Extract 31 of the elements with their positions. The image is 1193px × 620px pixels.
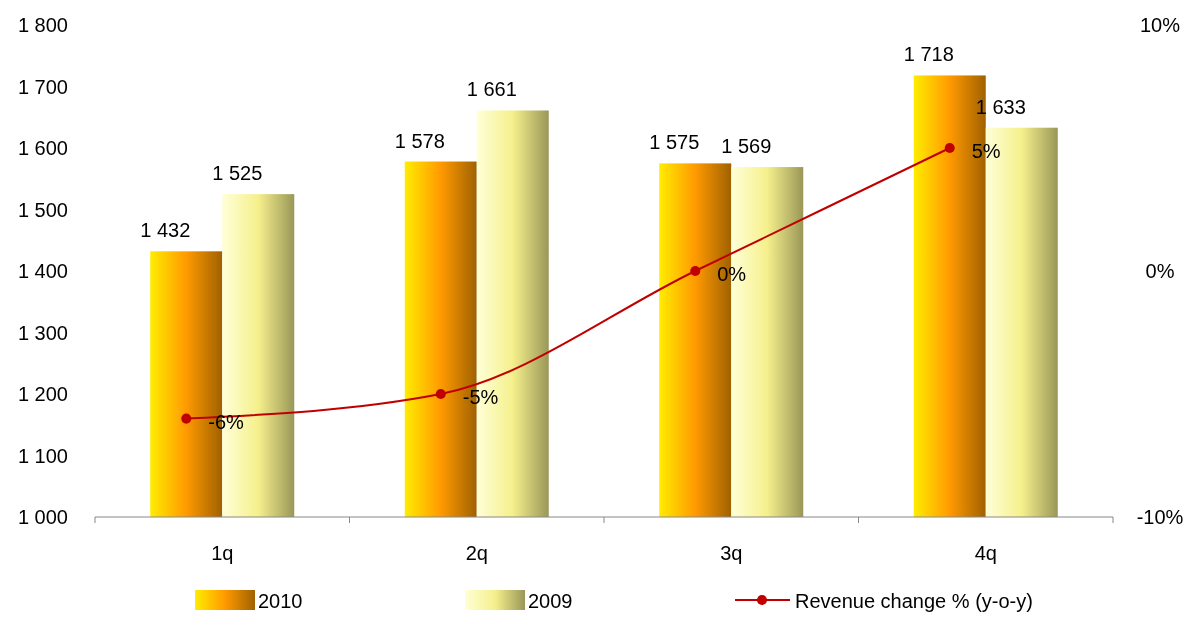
data-label: 1 432: [140, 219, 191, 242]
x-tick-label: 2q: [465, 542, 488, 564]
point: [690, 265, 701, 277]
data-label: 1 575: [649, 131, 700, 154]
point: [181, 413, 192, 424]
y-tick-label: 1 300: [17, 321, 68, 344]
data-label: 1 718: [903, 43, 954, 66]
y2-tick-label: 10%: [1139, 14, 1181, 36]
x-tick-label: 1q: [211, 542, 234, 564]
data-label: 1 569: [721, 135, 772, 158]
legend-label: 2009: [528, 590, 573, 612]
data-label: 1 661: [466, 78, 517, 101]
legend-label: 2010: [258, 590, 303, 612]
y-tick-label: 1 500: [17, 198, 68, 221]
point: [944, 142, 955, 154]
y-tick-label: 1 100: [17, 444, 68, 467]
y2-tick-label: -10%: [1136, 506, 1184, 528]
y-tick-label: 1 400: [17, 260, 68, 282]
y-tick-label: 1 000: [17, 506, 68, 528]
y-tick-label: 1 800: [17, 14, 68, 36]
y-tick-label: 1 600: [17, 137, 68, 159]
data-label: 1 578: [394, 129, 445, 152]
x-tick-label: 3q: [720, 542, 743, 564]
y-tick-label: 1 700: [17, 75, 68, 98]
y2-tick-label: 0%: [1145, 260, 1175, 282]
legend-label: Revenue change % (y-o-y): [795, 590, 1033, 612]
data-label: 1 633: [975, 95, 1026, 118]
data-label: 1 525: [212, 162, 263, 185]
y-tick-label: 1 200: [17, 383, 68, 405]
x-tick-label: 4q: [974, 542, 997, 564]
point: [435, 388, 446, 400]
